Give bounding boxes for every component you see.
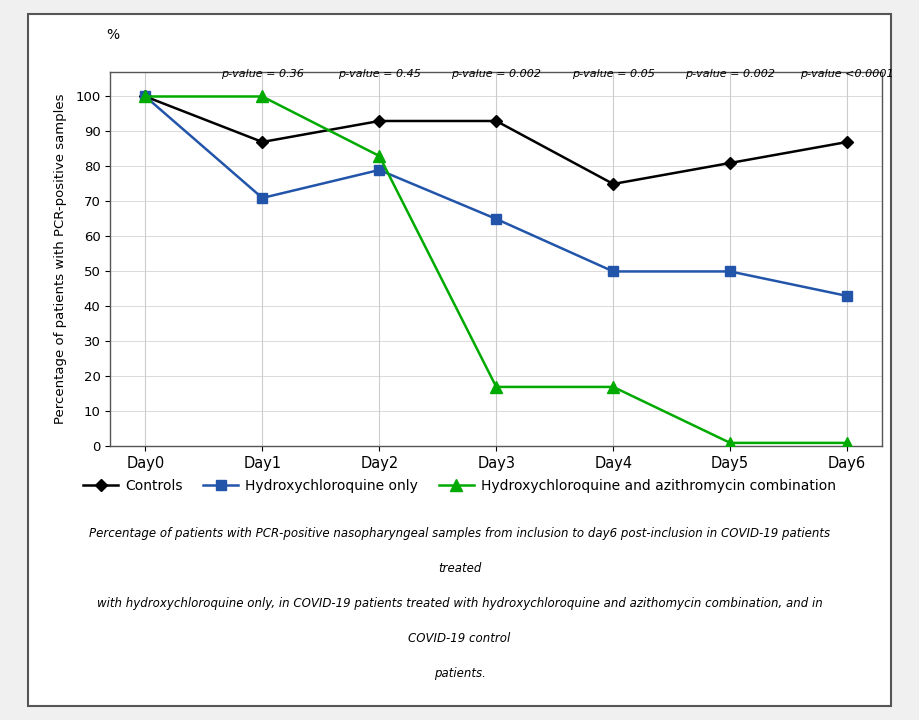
- Text: p-value = 0.05: p-value = 0.05: [572, 69, 654, 79]
- Text: patients.: patients.: [434, 667, 485, 680]
- Text: p-value = 0.002: p-value = 0.002: [451, 69, 541, 79]
- Text: Percentage of patients with PCR-positive nasopharyngeal samples from inclusion t: Percentage of patients with PCR-positive…: [89, 527, 830, 540]
- Text: with hydroxychloroquine only, in COVID-19 patients treated with hydroxychloroqui: with hydroxychloroquine only, in COVID-1…: [96, 597, 823, 610]
- Text: COVID-19 control: COVID-19 control: [408, 631, 511, 644]
- Legend: Controls, Hydroxychloroquine only, Hydroxychloroquine and azithromycin combinati: Controls, Hydroxychloroquine only, Hydro…: [78, 474, 841, 498]
- Y-axis label: Percentage of patients with PCR-positive samples: Percentage of patients with PCR-positive…: [54, 94, 67, 425]
- Text: p-value <0.0001: p-value <0.0001: [800, 69, 894, 79]
- Text: treated: treated: [437, 562, 482, 575]
- Text: p-value = 0.36: p-value = 0.36: [221, 69, 304, 79]
- Text: %: %: [107, 28, 119, 42]
- Text: p-value = 0.45: p-value = 0.45: [338, 69, 421, 79]
- Text: p-value = 0.002: p-value = 0.002: [686, 69, 776, 79]
